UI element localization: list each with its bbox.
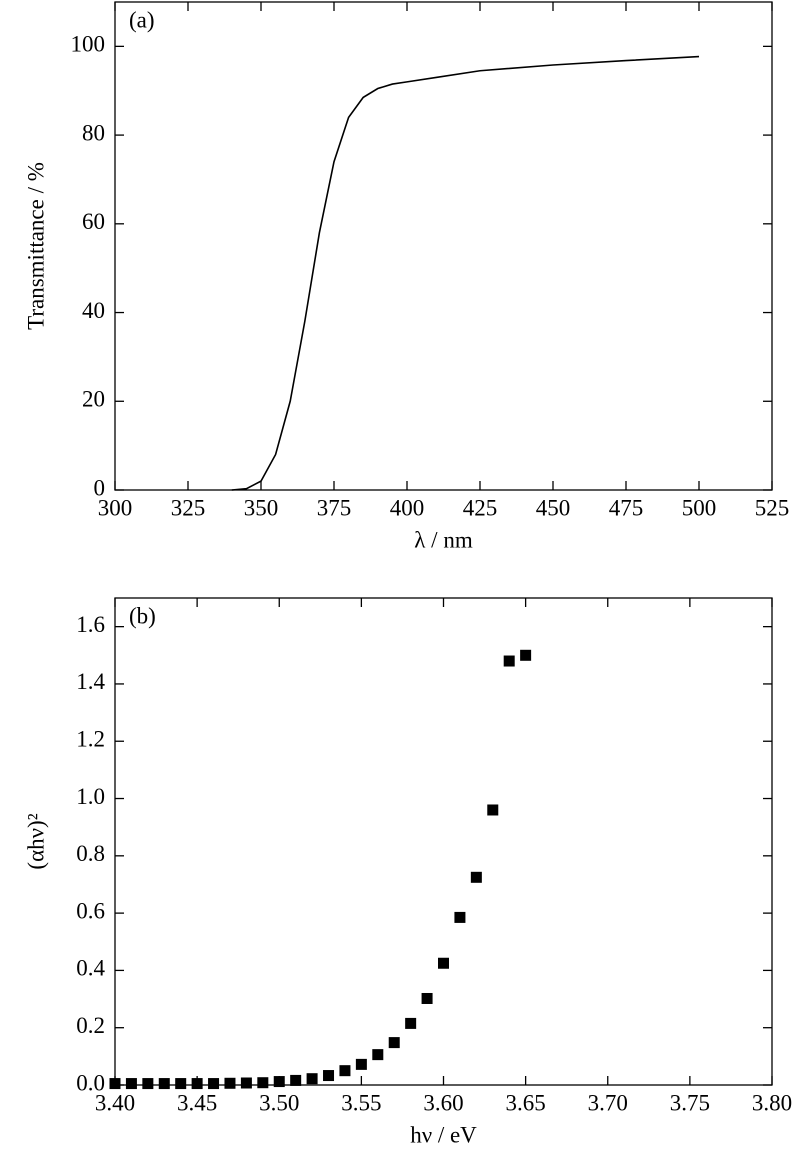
- plot: 3.40 3.45 3.50 3.55 3.60 3.65 3.70 3.75 3.80 0.0 0…: [23, 597, 792, 1147]
- y-tick-label: 60: [82, 209, 105, 234]
- data-point: [454, 911, 466, 923]
- x-tick-label: 3.50: [259, 1090, 299, 1115]
- data-point: [290, 1074, 302, 1086]
- y-tick-label: 0.6: [76, 898, 105, 923]
- y-tick-label: 0.2: [76, 1013, 105, 1038]
- x-tick-label: 3.40: [95, 1090, 135, 1115]
- x-tick-label: 3.70: [588, 1090, 628, 1115]
- x-tick-label: 500: [682, 495, 717, 520]
- x-tick-label: 400: [390, 495, 425, 520]
- y-tick-label: 40: [82, 298, 105, 323]
- x-tick-label: 3.45: [177, 1090, 217, 1115]
- data-point: [306, 1073, 318, 1085]
- data-point: [142, 1078, 154, 1090]
- x-tick-label: 525: [755, 495, 790, 520]
- y-tick-label: 0.4: [76, 956, 105, 981]
- data-point: [273, 1076, 285, 1088]
- data-point: [109, 1078, 121, 1090]
- data-point: [339, 1065, 351, 1077]
- data-point: [372, 1049, 384, 1061]
- y-tick-label: 100: [71, 32, 106, 57]
- data-point: [240, 1077, 252, 1089]
- data-point: [158, 1078, 170, 1090]
- y-tick-label: 20: [82, 387, 105, 412]
- x-tick-label: 300: [98, 495, 133, 520]
- data-point: [191, 1078, 203, 1090]
- y-tick-label: 0.0: [76, 1070, 105, 1095]
- y-axis-label: Transmittance / %: [23, 162, 48, 330]
- data-point: [438, 957, 449, 969]
- data-point: [421, 992, 433, 1004]
- y-tick-label: 1.2: [76, 727, 105, 752]
- data-point: [388, 1037, 400, 1049]
- x-tick-label: 3.60: [423, 1090, 463, 1115]
- data-point: [470, 871, 482, 883]
- x-tick-label: 450: [536, 495, 571, 520]
- panel-title: (a): [129, 7, 155, 32]
- data-point: [125, 1078, 137, 1090]
- data-point: [405, 1017, 417, 1029]
- data-point: [224, 1077, 236, 1089]
- y-tick-label: 1.0: [76, 784, 105, 809]
- x-tick-label: 475: [609, 495, 644, 520]
- panel-title: (b): [129, 603, 156, 628]
- plot: 300 325 350 375 400 425 450 475 500 525 0 20 40 60 80 1…: [23, 1, 790, 552]
- plot-frame: [114, 1, 773, 491]
- y-tick-label: 1.4: [76, 669, 105, 694]
- data-point: [520, 649, 532, 661]
- x-tick-label: 350: [244, 495, 279, 520]
- data-point: [503, 655, 515, 667]
- transmittance-curve: [231, 55, 700, 491]
- x-axis-label: hν / eV: [410, 1122, 477, 1147]
- y-tick-label: 0.8: [76, 841, 105, 866]
- data-point: [323, 1070, 335, 1082]
- x-tick-label: 425: [463, 495, 498, 520]
- y-tick-label: 80: [82, 120, 105, 145]
- x-tick-label: 3.55: [341, 1090, 381, 1115]
- y-tick-label: 1.6: [76, 612, 105, 637]
- x-tick-label: 3.80: [752, 1090, 792, 1115]
- x-tick-label: 3.75: [670, 1090, 710, 1115]
- x-tick-label: 375: [317, 495, 352, 520]
- y-tick-label: 0: [94, 475, 106, 500]
- x-tick-label: 325: [171, 495, 206, 520]
- y-axis-label: (αhν)²: [23, 813, 48, 869]
- plot-frame: [114, 597, 773, 1086]
- x-tick-label: 3.65: [506, 1090, 546, 1115]
- data-point: [175, 1078, 187, 1090]
- x-axis-label: λ / nm: [414, 527, 473, 552]
- data-point: [355, 1058, 367, 1070]
- data-point: [208, 1078, 220, 1090]
- data-point: [487, 804, 499, 816]
- data-point: [257, 1077, 269, 1089]
